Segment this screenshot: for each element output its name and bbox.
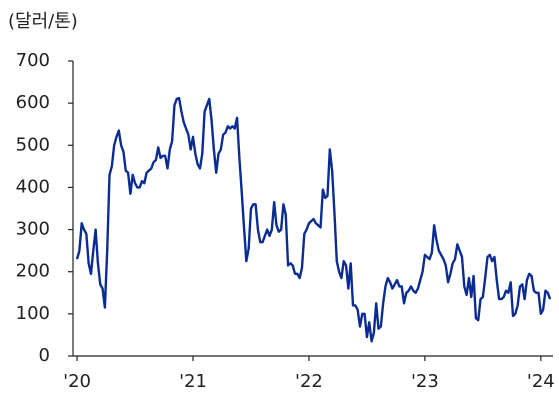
y-tick-label: 700 — [16, 50, 50, 71]
x-tick-label: '23 — [411, 371, 439, 392]
y-tick-label: 0 — [39, 345, 50, 366]
x-tick-label: '24 — [527, 371, 555, 392]
unit-label: (달러/톤) — [8, 11, 78, 32]
y-tick-label: 100 — [16, 303, 50, 324]
x-tick-label: '20 — [63, 371, 91, 392]
y-tick-label: 600 — [16, 92, 50, 113]
y-tick-label: 400 — [16, 176, 50, 197]
y-tick-label: 300 — [16, 219, 50, 240]
y-tick-label: 200 — [16, 261, 50, 282]
y-tick-label: 500 — [16, 134, 50, 155]
x-tick-label: '22 — [295, 371, 323, 392]
data-line — [75, 96, 552, 343]
x-tick-label: '21 — [179, 371, 207, 392]
